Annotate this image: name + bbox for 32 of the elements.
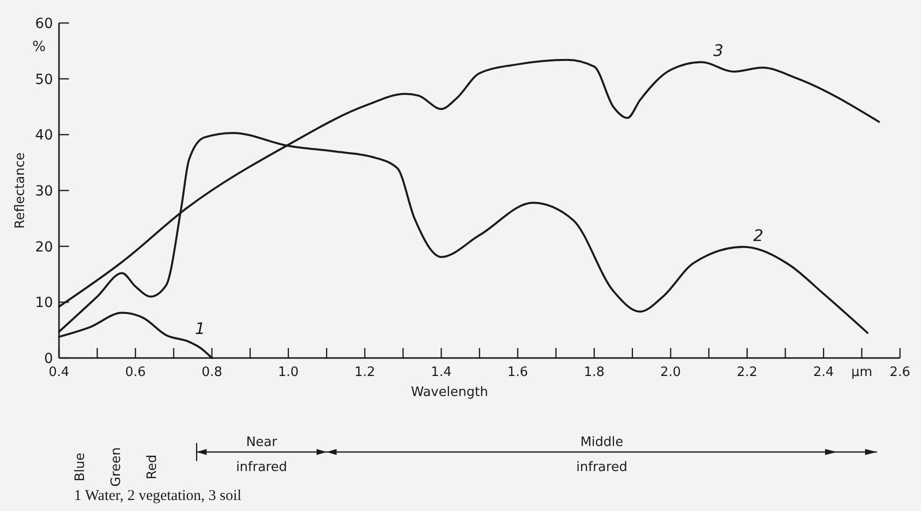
x-tick-label: 2.2 xyxy=(736,365,758,380)
text: 1 Water, 2 vegetation, 3 soil xyxy=(74,488,242,504)
series-label: 2 xyxy=(753,226,764,245)
y-tick-label: 50 xyxy=(35,72,53,88)
y-tick-label: 20 xyxy=(35,239,53,256)
text: Middle infrared xyxy=(576,435,628,475)
y-tick-label: 10 xyxy=(35,295,53,312)
y-tick-label: 60 xyxy=(35,16,53,32)
y-axis-title: Reflectance xyxy=(13,152,28,229)
x-tick-label: 1.4 xyxy=(430,365,452,380)
x-tick-label: 2.4 xyxy=(813,365,834,380)
x-tick-label: 0.6 xyxy=(125,365,146,380)
x-tick-label: μm xyxy=(851,365,872,380)
x-tick-label: 1.6 xyxy=(507,365,528,380)
text: Near infrared xyxy=(236,435,288,475)
x-tick-label: 2.6 xyxy=(890,365,910,380)
x-tick-label: 2.0 xyxy=(660,365,681,380)
x-tick-label: 0.4 xyxy=(48,365,70,380)
x-tick-label: 1.0 xyxy=(278,365,299,380)
y-tick-label: 0 xyxy=(44,351,53,367)
y-tick-label: 30 xyxy=(35,184,53,200)
y-tick-label: 40 xyxy=(35,128,53,144)
text: Red xyxy=(145,454,160,480)
series-label: 3 xyxy=(713,41,724,60)
text: Green xyxy=(109,447,124,487)
x-tick-label: 1.8 xyxy=(584,365,605,380)
text: Blue xyxy=(73,452,88,482)
x-tick-label: 1.2 xyxy=(354,365,376,380)
x-tick-label: 0.8 xyxy=(202,365,222,380)
series-label: 1 xyxy=(194,318,206,338)
x-axis-title: Wavelength xyxy=(410,385,488,400)
text: % xyxy=(32,39,46,55)
